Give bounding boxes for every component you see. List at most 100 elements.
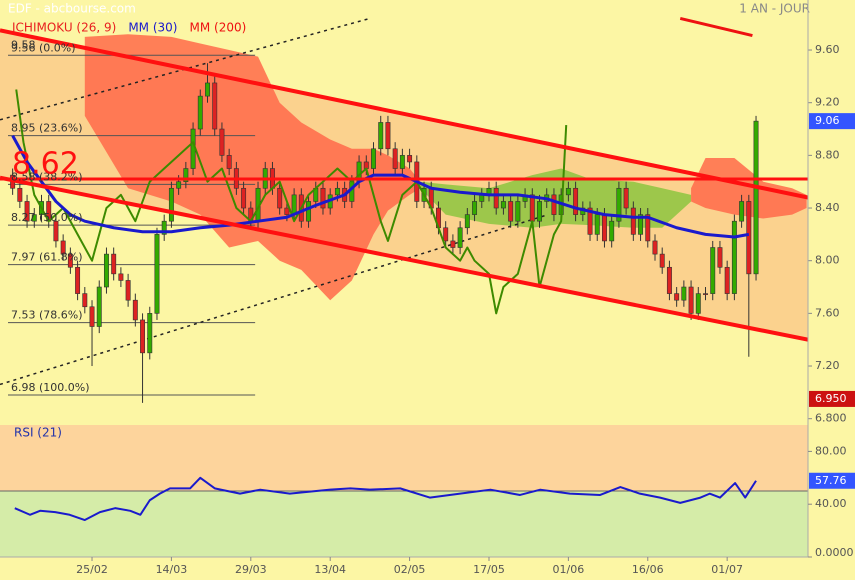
candle-body [392, 148, 398, 169]
candle-body [587, 207, 593, 235]
candle-body [688, 286, 694, 314]
candle-body [205, 82, 210, 97]
candle-body [594, 214, 600, 235]
x-tick-label: 29/03 [235, 563, 267, 576]
x-tick-label: 16/06 [632, 563, 664, 576]
fib-label: 9.56 (0.0%) [11, 41, 76, 54]
candle-body [659, 253, 665, 268]
rsi-upper-zone [0, 425, 808, 491]
candle-body [695, 293, 701, 314]
candle-body [724, 266, 730, 294]
rsi-y-tick-label: 40.00 [815, 497, 847, 510]
candle-body [674, 293, 680, 301]
candle-body [306, 201, 312, 222]
last-price-tag-box [809, 113, 855, 130]
period: 1 AN - JOUR [739, 2, 810, 16]
candle-body [89, 306, 95, 327]
candle-body [537, 201, 542, 222]
candle-body [551, 194, 557, 215]
candle-body [573, 187, 579, 215]
rsi-tag: 57.76 [815, 474, 847, 487]
x-tick-label: 25/02 [76, 563, 108, 576]
candle-body [334, 187, 340, 196]
price-tag-box [809, 390, 855, 407]
last-price-tag: 9.06 [815, 114, 840, 127]
candle-body [500, 201, 506, 209]
price-tag: 6.950 [815, 392, 847, 405]
candle-body [183, 168, 189, 182]
y-tick-label: 9.20 [815, 96, 840, 109]
candle-body [602, 214, 607, 242]
x-tick-label: 17/05 [473, 563, 505, 576]
chikou-line [15, 89, 568, 315]
candle-body [176, 181, 182, 189]
candle-body [31, 214, 37, 222]
candle-body [320, 187, 326, 209]
candle-body [623, 187, 629, 209]
candle-body [161, 220, 167, 235]
fib-label: 8.27 (50.0%) [11, 211, 83, 224]
candle-body [140, 319, 146, 354]
candle-body [681, 286, 687, 301]
candle-body [67, 253, 73, 268]
trend-line [0, 28, 808, 200]
candle-body [284, 207, 290, 215]
x-tick-label: 02/05 [394, 563, 426, 576]
candle-body [652, 240, 658, 255]
candle-body [472, 201, 478, 215]
rsi-line [14, 476, 757, 522]
candle-body [450, 240, 456, 248]
y-tick-label: 7.60 [815, 306, 840, 319]
rsi-y-tick-label: 80.00 [815, 444, 847, 457]
candle-body [118, 273, 124, 281]
fib-high: 9.58 [11, 39, 36, 52]
x-tick-label: 13/04 [314, 563, 346, 576]
chart-title: EDF - abcbourse.com [8, 2, 136, 16]
candle-body [24, 201, 30, 222]
candle-body [371, 148, 376, 169]
candle-body [219, 128, 225, 156]
candle-body [147, 313, 153, 354]
candle-body [154, 234, 160, 314]
y-tick-label: 7.20 [815, 359, 840, 372]
candle-body [703, 293, 708, 295]
candle-body [291, 194, 297, 215]
x-tick-label: 01/07 [711, 563, 743, 576]
candle-body [75, 266, 81, 294]
fib-label: 7.97 (61.8%) [11, 251, 83, 264]
rsi-title: RSI (21) [14, 426, 62, 440]
candle-body [457, 227, 463, 248]
candle-body [53, 220, 59, 242]
candle-body [385, 122, 391, 150]
fib-label: 7.53 (78.6%) [11, 309, 83, 322]
candle-body [443, 227, 449, 242]
candle-body [630, 207, 636, 235]
candle-body [731, 220, 737, 294]
candle-body [212, 82, 218, 130]
candle-body [746, 201, 752, 275]
y-tick-label: 8.40 [815, 201, 840, 214]
candle-body [464, 214, 470, 229]
candle-body [17, 187, 23, 202]
candle-body [479, 194, 485, 202]
candle-body [103, 253, 109, 288]
candle-body [111, 253, 117, 275]
candle-body [739, 201, 745, 222]
candle-body [638, 214, 644, 235]
candle-body [125, 280, 131, 301]
ichimoku-cloud [84, 34, 421, 301]
candle-body [493, 187, 499, 209]
x-tick-label: 14/03 [156, 563, 188, 576]
candle-body [515, 201, 521, 222]
y-tick-label: 8.80 [815, 148, 840, 161]
rsi-y-tick-label: 0.0000 [815, 546, 854, 559]
trend-line [0, 213, 549, 386]
candle-body [399, 155, 405, 169]
candle-body [168, 187, 174, 222]
fib-label: 8.58 (38.2%) [11, 170, 83, 183]
moving-average [679, 16, 753, 38]
legend-entry: ICHIMOKU (26, 9) [12, 21, 116, 35]
horizontal-line-label: 8.62 [12, 147, 79, 182]
